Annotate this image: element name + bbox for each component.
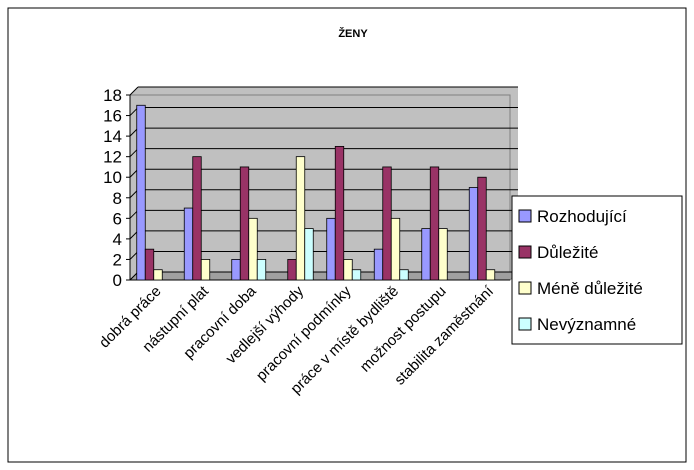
- bar: [477, 176, 487, 281]
- bar: [485, 269, 496, 281]
- legend-label: Důležité: [537, 243, 598, 262]
- gridline-diagonal: [129, 86, 139, 96]
- y-tick-label: 2: [113, 250, 122, 269]
- bar: [248, 217, 258, 281]
- bar: [373, 248, 384, 281]
- legend-swatch: [518, 209, 532, 223]
- legend-label: Rozhodující: [537, 207, 627, 226]
- y-tick-label: 16: [103, 107, 122, 126]
- y-tick-label: 0: [113, 271, 122, 290]
- legend: Rozhodující Důležité Méně důležité Nevýznam…: [511, 195, 683, 345]
- bar: [231, 259, 241, 281]
- bar: [256, 259, 267, 281]
- legend-swatch: [518, 317, 532, 331]
- bar: [390, 217, 401, 281]
- legend-box: [511, 195, 683, 345]
- bar: [351, 269, 362, 281]
- y-tick-label: 18: [103, 86, 122, 105]
- bar: [399, 269, 409, 281]
- legend-swatch: [518, 281, 532, 295]
- bar: [429, 166, 440, 281]
- bar: [295, 156, 306, 281]
- bar: [136, 104, 146, 281]
- y-tick-label: 14: [103, 127, 122, 146]
- legend-label: Méně důležité: [537, 279, 643, 298]
- y-tick-label: 8: [113, 189, 122, 208]
- bar: [287, 259, 297, 281]
- bar: [334, 145, 345, 281]
- bar: [421, 228, 431, 281]
- chart-title: ŽENY: [338, 27, 368, 40]
- y-tick-label: 10: [103, 168, 122, 187]
- bar: [183, 207, 194, 281]
- bar: [343, 259, 353, 281]
- bar: [200, 259, 211, 281]
- bar: [438, 228, 448, 281]
- legend-swatch: [518, 245, 532, 259]
- bar: [192, 156, 202, 281]
- bar: [153, 269, 163, 281]
- bar: [382, 166, 392, 281]
- bar: [304, 228, 314, 281]
- y-tick-label: 4: [113, 230, 122, 249]
- bar: [239, 166, 250, 281]
- bar: [468, 187, 479, 281]
- legend-label: Nevýznamné: [537, 315, 636, 334]
- y-tick-label: 6: [113, 209, 122, 228]
- bar: [144, 248, 155, 281]
- y-tick-label: 12: [103, 148, 122, 167]
- bar: [326, 217, 336, 281]
